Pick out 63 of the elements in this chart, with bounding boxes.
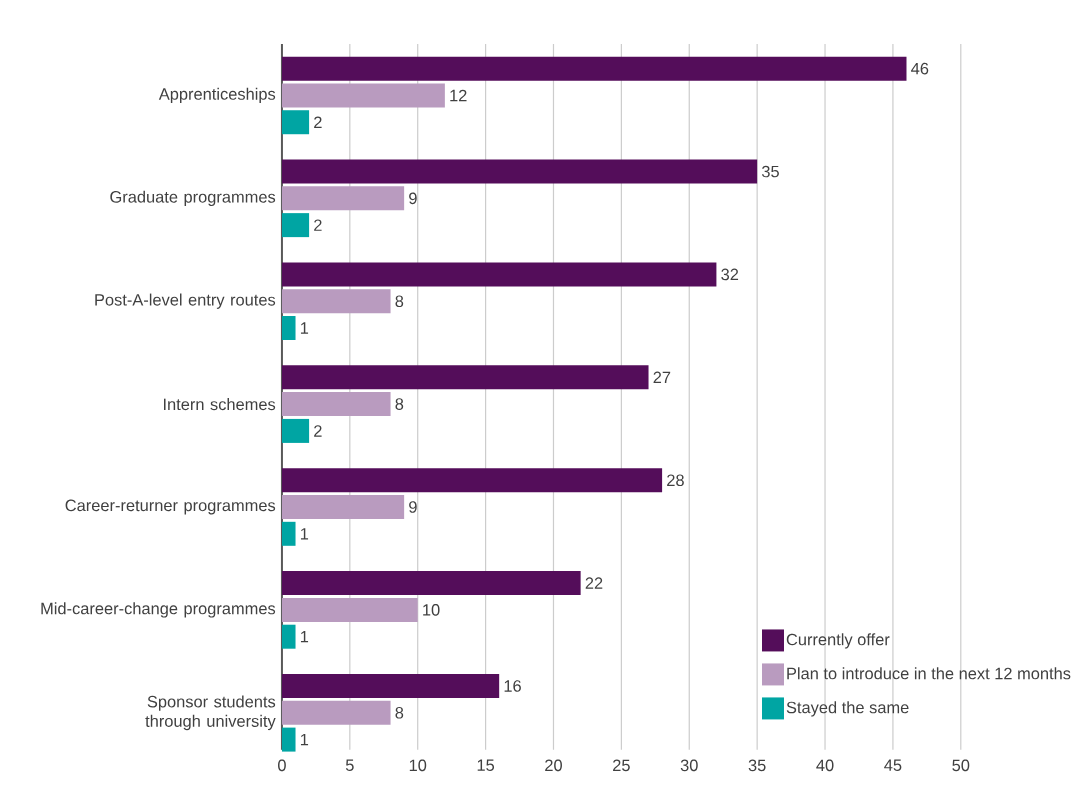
legend-label: Stayed the same xyxy=(786,701,909,717)
x-tick-label: 35 xyxy=(748,759,766,772)
y-tick-label: Apprenticeships xyxy=(158,87,276,104)
legend-label: Currently offer xyxy=(786,633,890,649)
bar xyxy=(281,674,500,699)
y-tick-label: Sponsor students through university xyxy=(145,695,276,731)
x-tick-label: 50 xyxy=(952,759,970,772)
bar xyxy=(281,213,310,238)
bar xyxy=(281,495,405,520)
bar xyxy=(281,110,310,135)
data-label: 35 xyxy=(761,165,779,178)
bar xyxy=(281,597,418,622)
bar xyxy=(281,186,405,211)
bar xyxy=(281,56,907,81)
x-tick-label: 45 xyxy=(884,759,902,772)
bar xyxy=(281,419,310,443)
data-label: 10 xyxy=(423,604,440,616)
legend-label: Plan to introduce in the next 12 months xyxy=(787,667,1071,680)
bar xyxy=(281,624,296,649)
data-label: 2 xyxy=(314,219,322,231)
x-tick-label: 20 xyxy=(545,759,562,772)
data-label: 9 xyxy=(409,501,417,513)
bar xyxy=(281,468,663,493)
data-label: 28 xyxy=(667,474,684,487)
data-label: 12 xyxy=(450,89,467,102)
bar xyxy=(281,262,717,287)
bar xyxy=(281,289,391,314)
x-tick-label: 30 xyxy=(680,759,698,772)
data-label: 2 xyxy=(314,116,322,129)
x-tick-label: 40 xyxy=(816,759,834,772)
data-label: 16 xyxy=(504,680,521,692)
x-tick-label: 0 xyxy=(278,759,286,772)
bar xyxy=(281,392,391,417)
y-tick-label: Career-returner programmes xyxy=(65,499,276,515)
data-label: 22 xyxy=(585,577,603,589)
x-tick-label: 5 xyxy=(345,759,354,772)
bar xyxy=(281,727,296,752)
data-label: 1 xyxy=(300,631,309,643)
bar xyxy=(281,83,445,108)
bar xyxy=(281,159,758,184)
bar xyxy=(281,700,391,725)
bar xyxy=(281,571,581,596)
data-label: 32 xyxy=(721,268,739,281)
data-label: 46 xyxy=(911,62,929,75)
data-label: 8 xyxy=(395,398,404,411)
y-tick-label: Intern schemes xyxy=(163,398,276,411)
bar xyxy=(281,316,296,341)
y-tick-label: Mid-career-change programmes xyxy=(41,602,276,618)
data-label: 8 xyxy=(395,295,404,308)
x-tick-label: 10 xyxy=(409,759,427,772)
data-label: 2 xyxy=(314,425,322,437)
x-tick-label: 15 xyxy=(477,759,495,772)
y-tick-label: Post-A-level entry routes xyxy=(95,293,276,309)
bar xyxy=(281,365,649,390)
data-label: 9 xyxy=(409,192,417,205)
data-label: 1 xyxy=(300,528,309,540)
bar xyxy=(281,521,296,546)
data-label: 1 xyxy=(300,734,309,746)
data-label: 27 xyxy=(653,371,671,384)
x-tick-label: 25 xyxy=(613,759,630,772)
data-label: 1 xyxy=(300,322,309,334)
y-tick-label: Graduate programmes xyxy=(110,190,276,207)
data-label: 8 xyxy=(395,707,404,719)
